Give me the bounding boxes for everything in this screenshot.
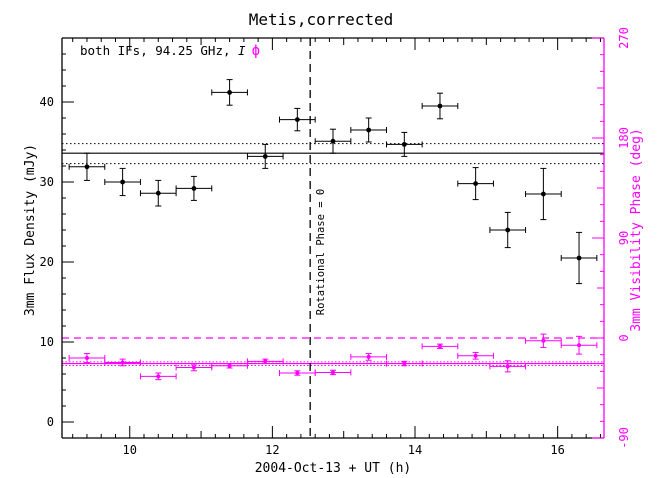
phase-point-11 bbox=[473, 353, 478, 358]
phase-point-12 bbox=[505, 364, 510, 369]
phase-point-1 bbox=[120, 360, 125, 365]
y-tick-label-40: 40 bbox=[40, 95, 54, 109]
flux-point-2 bbox=[155, 190, 161, 196]
phase-point-3 bbox=[191, 365, 196, 370]
flux-point-9 bbox=[401, 142, 407, 147]
flux-point-11 bbox=[473, 181, 479, 187]
flux-point-12 bbox=[505, 227, 511, 233]
x-tick-label-10: 10 bbox=[123, 443, 137, 457]
annotation-prefix: both IFs, 94.25 GHz, bbox=[80, 43, 238, 58]
flux-point-10 bbox=[437, 103, 443, 109]
flux-point-3 bbox=[191, 186, 197, 191]
flux-point-6 bbox=[294, 117, 300, 122]
phase-point-8 bbox=[366, 354, 371, 359]
flux-point-7 bbox=[330, 138, 336, 144]
phase-point-0 bbox=[84, 356, 89, 360]
phase-point-7 bbox=[331, 370, 335, 375]
x-tick-label-14: 14 bbox=[408, 443, 422, 457]
flux-point-8 bbox=[366, 127, 372, 133]
annotation-italic: I bbox=[238, 43, 246, 58]
phase-point-4 bbox=[227, 363, 232, 368]
y-axis-label: 3mm Flux Density (mJy) bbox=[23, 144, 38, 316]
flux-point-14 bbox=[576, 255, 582, 261]
phase-point-10 bbox=[437, 344, 442, 349]
y2-tick-label--90: -90 bbox=[617, 427, 631, 449]
phase-point-5 bbox=[263, 359, 268, 364]
rotational-phase-label: Rotational Phase = 0 bbox=[315, 189, 327, 315]
phase-point-6 bbox=[295, 371, 300, 375]
phase-point-2 bbox=[156, 374, 161, 379]
x-tick-label-12: 12 bbox=[265, 443, 279, 457]
phase-point-14 bbox=[577, 343, 582, 348]
flux-point-5 bbox=[262, 154, 268, 159]
y-tick-label-10: 10 bbox=[40, 335, 54, 349]
y2-tick-label-90: 90 bbox=[617, 231, 631, 245]
flux-point-13 bbox=[540, 191, 546, 197]
y-tick-label-30: 30 bbox=[40, 175, 54, 189]
flux-point-0 bbox=[84, 164, 90, 170]
chart-title: Metis,corrected bbox=[249, 10, 394, 29]
x-tick-label-16: 16 bbox=[550, 443, 564, 457]
y2-tick-label-270: 270 bbox=[617, 27, 631, 49]
y-tick-label-0: 0 bbox=[47, 415, 54, 429]
flux-point-4 bbox=[227, 90, 232, 95]
y2-tick-label-180: 180 bbox=[617, 127, 631, 149]
y2-axis-label: 3mm Visibility Phase (deg) bbox=[629, 128, 644, 332]
x-axis-label: 2004-Oct-13 + UT (h) bbox=[255, 461, 412, 476]
phase-point-9 bbox=[402, 361, 407, 366]
annotation-phi: ϕ bbox=[252, 43, 260, 59]
plot-layer: Rotational Phase = 0 10 12 14 16 0 10 20 30 40 -90… bbox=[40, 27, 631, 457]
y-tick-label-20: 20 bbox=[40, 255, 54, 269]
flux-point-1 bbox=[120, 179, 126, 185]
phase-point-13 bbox=[541, 338, 546, 343]
y2-tick-label-0: 0 bbox=[617, 334, 631, 341]
